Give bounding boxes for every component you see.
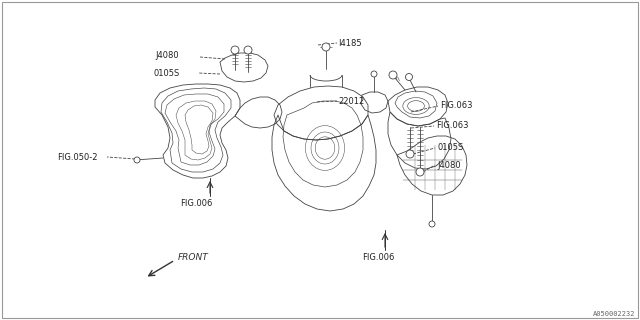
Text: A050002232: A050002232 — [593, 311, 635, 317]
Circle shape — [134, 157, 140, 163]
Circle shape — [371, 71, 377, 77]
Text: FRONT: FRONT — [178, 253, 209, 262]
Text: FIG.050-2: FIG.050-2 — [57, 153, 97, 162]
Text: FIG.063: FIG.063 — [436, 122, 468, 131]
Circle shape — [322, 43, 330, 51]
Circle shape — [231, 46, 239, 54]
Text: J4080: J4080 — [155, 52, 179, 60]
Circle shape — [389, 71, 397, 79]
Text: FIG.006: FIG.006 — [180, 198, 212, 207]
Circle shape — [406, 150, 414, 158]
Text: FIG.006: FIG.006 — [362, 253, 394, 262]
Circle shape — [416, 168, 424, 176]
Text: FIG.063: FIG.063 — [440, 101, 472, 110]
Text: I4185: I4185 — [338, 38, 362, 47]
Text: 0105S: 0105S — [153, 68, 179, 77]
Text: J4080: J4080 — [437, 161, 461, 170]
Text: 0105S: 0105S — [437, 143, 463, 153]
Text: 22012: 22012 — [338, 97, 364, 106]
Circle shape — [406, 74, 413, 81]
Circle shape — [244, 46, 252, 54]
Circle shape — [429, 221, 435, 227]
